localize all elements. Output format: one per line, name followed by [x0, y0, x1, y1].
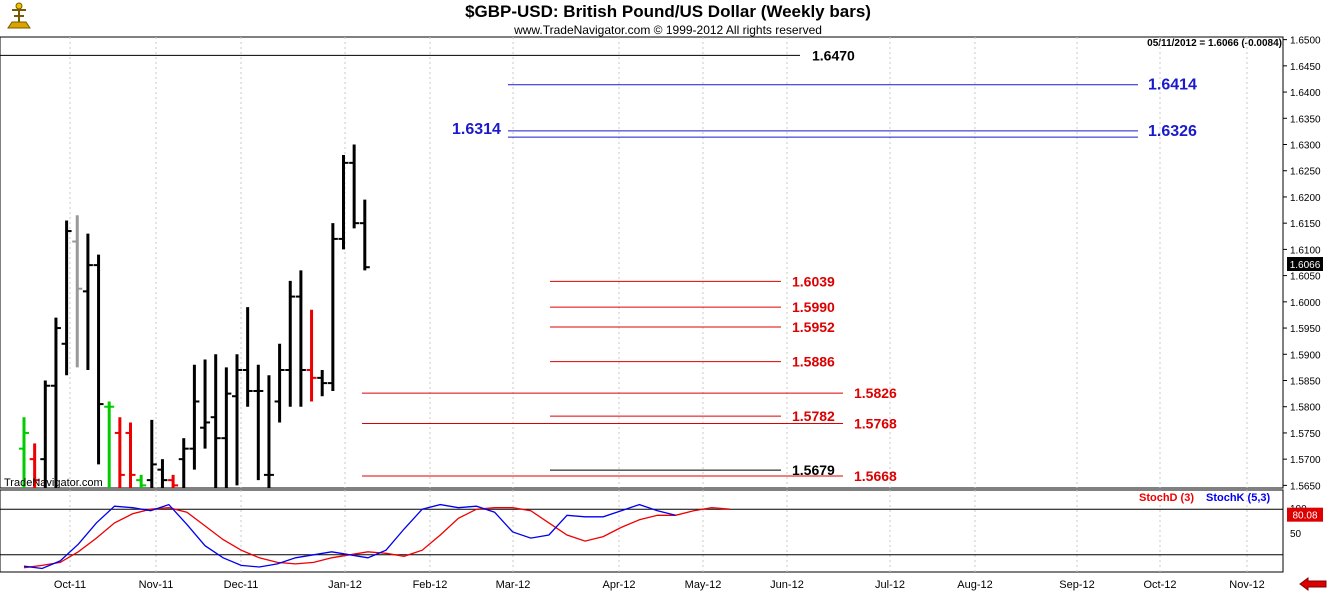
x-tick-label: Jun-12 — [770, 579, 804, 591]
stoch-y-tick-label: 50 — [1290, 529, 1302, 540]
x-tick-label: May-12 — [685, 579, 722, 591]
x-tick-label: Nov-12 — [1229, 579, 1264, 591]
y-tick-label: 1.6450 — [1290, 62, 1321, 73]
price-level-lines: 1.6470 1.6414 1.6326 1.6314 1.6039 1.5990 1.59… — [0, 47, 1197, 484]
y-tick-label: 1.6100 — [1290, 245, 1321, 256]
level-label: 1.5768 — [854, 415, 897, 431]
x-tick-label: Jan-12 — [328, 579, 362, 591]
watermark: TradeNavigator.com — [4, 477, 103, 489]
x-tick-label: Jul-12 — [875, 579, 905, 591]
ohlc-bars — [19, 144, 370, 488]
y-tick-label: 1.6500 — [1290, 36, 1321, 47]
stoch-line-k — [23, 503, 676, 570]
logo-icon[interactable] — [4, 2, 34, 32]
last-close-info: 05/11/2012 = 1.6066 (-0.0084) — [1147, 38, 1282, 49]
x-tick-label: Dec-11 — [224, 579, 259, 591]
scroll-left-button[interactable] — [1299, 577, 1327, 591]
y-tick-label: 1.5700 — [1290, 455, 1321, 466]
level-label: 1.6326 — [1148, 123, 1197, 140]
gridlines — [69, 37, 1248, 572]
y-tick-label: 1.5800 — [1290, 403, 1321, 414]
level-label: 1.6314 — [452, 121, 501, 138]
level-label: 1.5668 — [854, 468, 897, 484]
last-price-label: 1.6066 — [1290, 260, 1321, 271]
legend-stochk: StochK (5,3) — [1206, 492, 1271, 504]
stochastic-panel: 10050StochD (3)StochK (5,3)80.08 — [0, 492, 1323, 570]
level-label: 1.6039 — [792, 273, 835, 289]
stoch-panel-frame — [0, 489, 1284, 573]
x-tick-label: Sep-12 — [1059, 579, 1094, 591]
chart-subtitle: www.TradeNavigator.com © 1999-2012 All r… — [513, 23, 822, 37]
y-tick-label: 1.6000 — [1290, 298, 1321, 309]
x-tick-label: Aug-12 — [957, 579, 992, 591]
level-label: 1.6470 — [812, 47, 855, 63]
red-left-arrow-icon — [1299, 577, 1327, 591]
y-tick-label: 1.6400 — [1290, 88, 1321, 99]
x-tick-label: Oct-12 — [1143, 579, 1176, 591]
y-tick-label: 1.6300 — [1290, 141, 1321, 152]
y-tick-label: 1.5900 — [1290, 350, 1321, 361]
level-label: 1.5679 — [792, 462, 835, 478]
y-tick-label: 1.5650 — [1290, 481, 1321, 492]
last-price-badge: 1.6066 — [1287, 257, 1323, 271]
stoch-line-d — [23, 507, 730, 569]
time-axis: Oct-11 Nov-11 Dec-11 Jan-12 Feb-12 Mar-12 Apr-… — [54, 579, 1265, 591]
chart-title: $GBP-USD: British Pound/US Dollar (Weekl… — [465, 2, 871, 21]
legend-stochd: StochD (3) — [1139, 492, 1194, 504]
y-tick-label: 1.6200 — [1290, 193, 1321, 204]
level-label: 1.5782 — [792, 408, 835, 424]
x-tick-label: Nov-11 — [139, 579, 174, 591]
x-tick-label: Mar-12 — [496, 579, 531, 591]
price-axis: 1.6500 1.6450 1.6400 1.6350 1.6300 1.6250 1.62… — [1283, 36, 1321, 492]
y-tick-label: 1.6150 — [1290, 219, 1321, 230]
level-label: 1.5826 — [854, 385, 897, 401]
level-label: 1.5952 — [792, 319, 835, 335]
y-tick-label: 1.5750 — [1290, 429, 1321, 440]
stoch-last-value: 80.08 — [1292, 511, 1317, 522]
y-tick-label: 1.5950 — [1290, 324, 1321, 335]
y-tick-label: 1.6350 — [1290, 114, 1321, 125]
level-label: 1.5990 — [792, 299, 835, 315]
x-tick-label: Apr-12 — [602, 579, 635, 591]
stoch-last-badge — [1287, 507, 1323, 522]
price-panel-frame — [0, 36, 1284, 489]
level-label: 1.5886 — [792, 354, 835, 370]
y-tick-label: 1.6050 — [1290, 272, 1321, 283]
y-tick-label: 1.5850 — [1290, 376, 1321, 387]
x-tick-label: Oct-11 — [54, 579, 86, 591]
y-tick-label: 1.6250 — [1290, 167, 1321, 178]
level-label: 1.6414 — [1148, 77, 1197, 94]
x-tick-label: Feb-12 — [413, 579, 448, 591]
